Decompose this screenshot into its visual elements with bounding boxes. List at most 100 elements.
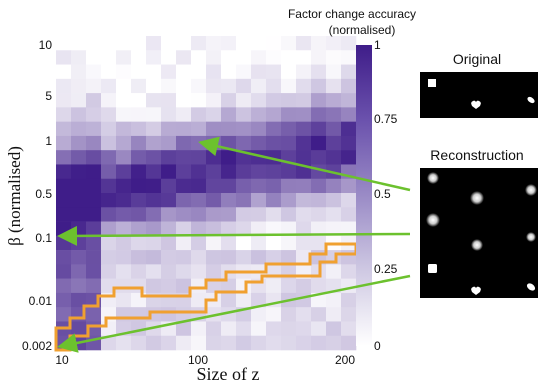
heatmap-cell	[146, 135, 162, 151]
heatmap-cell	[131, 335, 147, 351]
heatmap-cell	[101, 335, 117, 351]
heatmap-cell	[341, 121, 357, 137]
heatmap-cell	[341, 178, 357, 194]
heatmap-cell	[311, 36, 327, 51]
heatmap-cell	[221, 64, 237, 80]
heatmap-cell	[326, 78, 342, 94]
original-panel-title: Original	[453, 51, 501, 67]
heatmap-cell	[101, 50, 117, 65]
heatmap-cell	[161, 178, 177, 194]
heatmap-cell	[251, 178, 267, 194]
heatmap-cell	[281, 107, 297, 122]
heatmap-cell	[236, 235, 252, 251]
heatmap-cell	[326, 264, 342, 279]
heatmap-cell	[146, 178, 162, 194]
heatmap-cell	[161, 36, 177, 51]
heatmap-cell	[71, 78, 87, 94]
heatmap-cell	[236, 164, 252, 180]
highlight-outline	[54, 242, 358, 352]
heatmap-cell	[296, 107, 312, 122]
heatmap-cell	[71, 178, 87, 194]
heatmap-cell	[116, 307, 132, 322]
heatmap-cell	[131, 64, 147, 80]
heatmap-cell	[341, 321, 357, 337]
heatmap-cell	[281, 36, 297, 51]
heatmap-cell	[281, 335, 297, 351]
heatmap-cell	[311, 207, 327, 222]
heatmap-cell	[221, 193, 237, 208]
heatmap-cell	[281, 93, 297, 108]
heatmap-cell	[221, 321, 237, 337]
heatmap-cell	[101, 250, 117, 265]
heatmap-cell	[221, 93, 237, 108]
heatmap-cell	[56, 50, 72, 65]
heatmap-cell	[56, 207, 72, 222]
heatmap-cell	[311, 93, 327, 108]
heatmap-cell	[341, 135, 357, 151]
heatmap-cell	[326, 93, 342, 108]
heatmap-cell	[266, 78, 282, 94]
heatmap-cell	[71, 135, 87, 151]
heatmap-cell	[311, 78, 327, 94]
heatmap-cell	[296, 221, 312, 237]
heatmap-cell	[71, 64, 87, 80]
heatmap-cell	[146, 264, 162, 279]
heatmap-cell	[341, 93, 357, 108]
heatmap-cell	[161, 193, 177, 208]
heatmap-cell	[281, 221, 297, 237]
heatmap-cell	[251, 307, 267, 322]
heatmap-cell	[206, 164, 222, 180]
heatmap-cell	[71, 278, 87, 294]
heatmap-cell	[176, 207, 192, 222]
heatmap-cell	[101, 264, 117, 279]
heatmap-cell	[116, 78, 132, 94]
heatmap-cell	[161, 307, 177, 322]
heatmap-cell	[86, 278, 102, 294]
heatmap-cell	[236, 121, 252, 137]
heatmap-cell	[266, 64, 282, 80]
heatmap-cell	[116, 235, 132, 251]
heatmap-cell	[161, 78, 177, 94]
heatmap-cell	[251, 164, 267, 180]
heatmap-cell	[236, 135, 252, 151]
heatmap-cell	[86, 135, 102, 151]
heatmap-cell	[191, 50, 207, 65]
arrow-low-beta	[57, 274, 411, 353]
heatmap-cell	[206, 250, 222, 265]
heatmap-cell	[161, 264, 177, 279]
heatmap-cell	[56, 292, 72, 308]
sprite-square	[428, 79, 436, 87]
original-image	[420, 72, 538, 118]
heatmap-cell	[191, 207, 207, 222]
heatmap-cell	[266, 235, 282, 251]
heatmap-cell	[236, 335, 252, 351]
heatmap-cell	[341, 278, 357, 294]
heatmap-cell	[266, 250, 282, 265]
heatmap-cell	[341, 107, 357, 122]
heatmap-cell	[101, 121, 117, 137]
colorbar-tick-label: 0	[374, 339, 381, 353]
heatmap-cell	[236, 107, 252, 122]
heatmap-cell	[191, 93, 207, 108]
heatmap-cell	[236, 193, 252, 208]
heatmap-cell	[311, 221, 327, 237]
reconstruction-panel-title: Reconstruction	[430, 147, 523, 163]
heatmap-cell	[221, 250, 237, 265]
heatmap-cell	[191, 193, 207, 208]
colorbar-tick-label: 0.75	[374, 112, 398, 126]
y-tick-label: 5	[45, 89, 52, 103]
y-axis-title: β (normalised)	[5, 146, 24, 246]
heatmap-cell	[266, 221, 282, 237]
heatmap-cell	[86, 193, 102, 208]
heatmap-cell	[161, 221, 177, 237]
heatmap-cell	[191, 292, 207, 308]
heatmap-cell	[56, 193, 72, 208]
heatmap-cell	[326, 221, 342, 237]
heatmap-cell	[236, 50, 252, 65]
heatmap-cell	[131, 78, 147, 94]
heatmap-cell	[101, 164, 117, 180]
heatmap-cell	[101, 93, 117, 108]
heatmap-cell	[311, 178, 327, 194]
heatmap-cell	[281, 235, 297, 251]
